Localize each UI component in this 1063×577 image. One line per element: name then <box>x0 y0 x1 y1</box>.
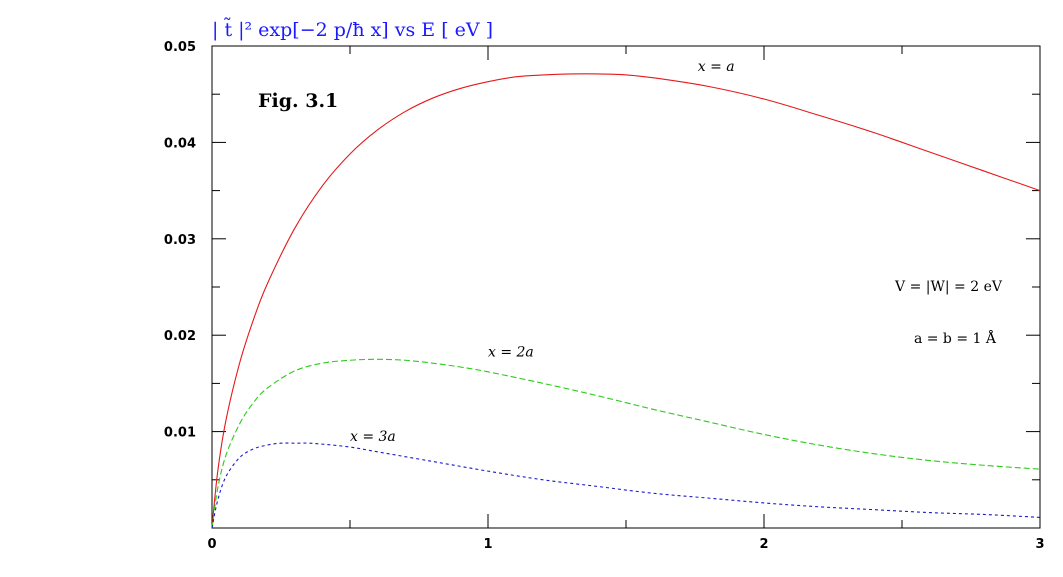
annotation-potential: V = |W| = 2 eV <box>894 279 1003 295</box>
chart-title: | t̃ |² exp[−2 p/ħ x] vs E [ eV ] <box>212 18 493 41</box>
y-tick-label-2: 0.03 <box>164 233 196 248</box>
x-tick-label-1: 1 <box>483 537 492 552</box>
series-label-1: x = 2a <box>488 344 534 360</box>
series-line-2 <box>211 442 1041 529</box>
series-layer <box>211 73 1041 529</box>
y-tick-label-0: 0.01 <box>164 426 196 441</box>
figure-label: Fig. 3.1 <box>258 90 338 112</box>
labels-layer: x = a x = 2a x = 3a <box>350 59 735 445</box>
series-label-0: x = a <box>698 59 735 75</box>
y-tick-label-1: 0.02 <box>164 329 196 344</box>
y-tick-label-4: 0.05 <box>164 40 196 55</box>
series-line-0 <box>211 73 1041 529</box>
ticks-layer: 0.01 0.02 0.03 0.04 0.05 0 1 2 3 <box>164 40 1045 552</box>
y-tick-label-3: 0.04 <box>164 136 196 151</box>
series-label-2: x = 3a <box>350 429 396 445</box>
x-tick-label-2: 2 <box>759 537 768 552</box>
annotation-widths: a = b = 1 Å <box>914 329 997 347</box>
series-line-1 <box>211 358 1041 529</box>
x-tick-label-0: 0 <box>207 537 216 552</box>
x-tick-label-3: 3 <box>1035 537 1044 552</box>
